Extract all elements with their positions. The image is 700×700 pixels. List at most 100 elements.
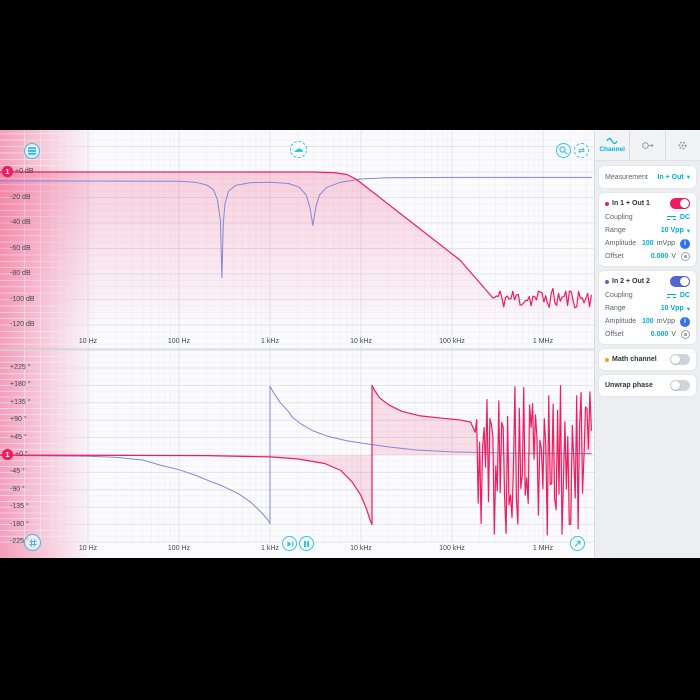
menu-icon[interactable]	[24, 143, 40, 159]
channel-2-offset[interactable]: 0.000 V	[651, 330, 690, 339]
phase-x-tick-label: 10 kHz	[350, 545, 372, 552]
phase-x-tick-label: 1 kHz	[261, 545, 279, 552]
phase-y-tick-label: -90 °	[10, 485, 25, 493]
amplitude-label: Amplitude	[605, 240, 637, 247]
hamburger-icon	[28, 150, 36, 152]
offset-label: Offset	[605, 253, 624, 260]
phase-y-tick-label: +45 °	[10, 433, 27, 441]
phase-y-tick-label: +135 °	[10, 398, 31, 406]
channel-2-range-select[interactable]: 10 Vpp	[661, 305, 690, 313]
autoscale-button[interactable]	[570, 536, 585, 551]
coupling-label: Coupling	[605, 292, 633, 299]
phase-x-tick-label: 100 Hz	[167, 545, 191, 552]
mag-x-tick-label: 100 Hz	[167, 338, 191, 345]
mag-x-tick-label: 100 kHz	[439, 338, 465, 345]
tab-channel[interactable]: Channel	[595, 130, 629, 160]
phase-y-tick-label: -45 °	[10, 468, 25, 476]
tab-output[interactable]	[629, 130, 664, 160]
channel-2-name: In 2 + Out 2	[605, 278, 650, 285]
amplitude-label: Amplitude	[605, 318, 637, 325]
math-channel-name: Math channel	[605, 356, 657, 363]
bode-plot-area[interactable]: +0 dB -20 dB -40 dB -60 dB -80 dB -100 dB -120…	[0, 130, 594, 558]
pan-grid-icon[interactable]	[24, 534, 41, 551]
channel-1-coupling[interactable]: DC	[666, 214, 690, 221]
channel-1-name: In 1 + Out 1	[605, 200, 650, 207]
channel-1-range-select[interactable]: 10 Vpp	[661, 227, 690, 235]
pause-icon	[304, 540, 309, 547]
settings-sidebar: Channel Measurement	[594, 130, 700, 558]
phase-reference-marker[interactable]: 1	[2, 449, 13, 460]
phase-y-tick-label: -180 °	[10, 520, 29, 528]
channel-2-color-dot	[605, 279, 609, 284]
step-button[interactable]	[282, 536, 297, 551]
phase-y-tick-label: -135 °	[10, 503, 29, 511]
chevron-down-icon	[686, 173, 690, 181]
chevron-down-icon	[686, 305, 690, 313]
amplitude-info-icon[interactable]	[680, 316, 690, 327]
sidebar-tabs: Channel	[595, 130, 700, 161]
mag-y-tick-label: -20 dB	[10, 193, 31, 201]
offset-dial-icon[interactable]	[681, 330, 690, 339]
mag-x-tick-label: 10 Hz	[78, 338, 98, 345]
magnifier-icon	[559, 146, 568, 155]
swap-axes-icon[interactable]	[574, 143, 589, 158]
cloud-upload-icon[interactable]	[290, 141, 307, 158]
math-channel-color-dot	[605, 357, 609, 362]
mag-y-tick-label: -120 dB	[10, 321, 35, 328]
unwrap-phase-card: Unwrap phase	[599, 375, 696, 396]
measurement-card: Measurement In + Out	[599, 166, 696, 188]
unwrap-phase-name: Unwrap phase	[605, 382, 653, 389]
channel-2-coupling[interactable]: DC	[666, 292, 690, 299]
phase-y-tick-label: +0 °	[15, 451, 28, 458]
gear-icon	[678, 140, 687, 150]
mag-y-tick-label: +0 dB	[15, 168, 34, 175]
channel-1-amplitude[interactable]: 100 mVpp	[642, 238, 690, 249]
phase-x-tick-label: 1 MHz	[532, 545, 554, 552]
channel-1-offset[interactable]: 0.000 V	[651, 252, 690, 261]
unwrap-phase-toggle[interactable]	[670, 380, 690, 391]
grid-icon	[29, 539, 36, 546]
phase-x-tick-label: 10 Hz	[78, 545, 98, 552]
range-label: Range	[605, 227, 626, 234]
offset-dial-icon[interactable]	[681, 252, 690, 261]
tab-settings[interactable]	[664, 130, 700, 160]
traces-canvas	[0, 130, 594, 543]
phase-y-tick-label: +180 °	[10, 381, 31, 389]
magnitude-reference-marker[interactable]: 1	[2, 166, 13, 177]
fra-app-window: +0 dB -20 dB -40 dB -60 dB -80 dB -100 dB -120…	[0, 130, 700, 558]
tab-channel-label: Channel	[599, 146, 625, 153]
channel-1-card: In 1 + Out 1 Coupling DC Range 10 Vpp	[599, 193, 696, 266]
measurement-select[interactable]: In + Out	[657, 173, 690, 181]
mag-y-tick-label: -100 dB	[10, 295, 35, 303]
measurement-label: Measurement	[605, 173, 648, 181]
zoom-icon[interactable]	[556, 143, 571, 158]
play-step-icon	[286, 540, 293, 547]
mag-x-tick-label: 1 kHz	[261, 338, 279, 345]
mag-y-tick-label: -80 dB	[10, 270, 31, 277]
offset-label: Offset	[605, 331, 624, 338]
mag-y-tick-label: -40 dB	[10, 219, 31, 226]
diagonal-arrow-icon	[574, 540, 581, 547]
mag-x-tick-label: 10 kHz	[350, 338, 372, 345]
chevron-down-icon	[686, 227, 690, 235]
range-label: Range	[605, 305, 626, 312]
pause-button[interactable]	[299, 536, 314, 551]
phase-y-tick-label: +225 °	[10, 363, 31, 371]
coupling-label: Coupling	[605, 214, 633, 221]
dc-coupling-icon	[666, 215, 676, 221]
amplitude-info-icon[interactable]	[680, 238, 690, 249]
channel-1-color-dot	[605, 201, 609, 206]
sine-wave-icon	[606, 137, 618, 145]
channel-2-card: In 2 + Out 2 Coupling DC Range 10 Vpp	[599, 271, 696, 344]
phase-y-tick-label: -225 °	[10, 538, 29, 545]
channel-1-toggle[interactable]	[670, 198, 690, 209]
math-channel-toggle[interactable]	[670, 354, 690, 365]
circle-arrow-out-icon	[642, 141, 654, 149]
channel-2-amplitude[interactable]: 100 mVpp	[642, 316, 690, 327]
channel-2-toggle[interactable]	[670, 276, 690, 287]
mag-y-tick-label: -60 dB	[10, 244, 31, 252]
mag-x-tick-label: 1 MHz	[532, 338, 554, 345]
math-channel-card: Math channel	[599, 349, 696, 370]
dc-coupling-icon	[666, 293, 676, 299]
